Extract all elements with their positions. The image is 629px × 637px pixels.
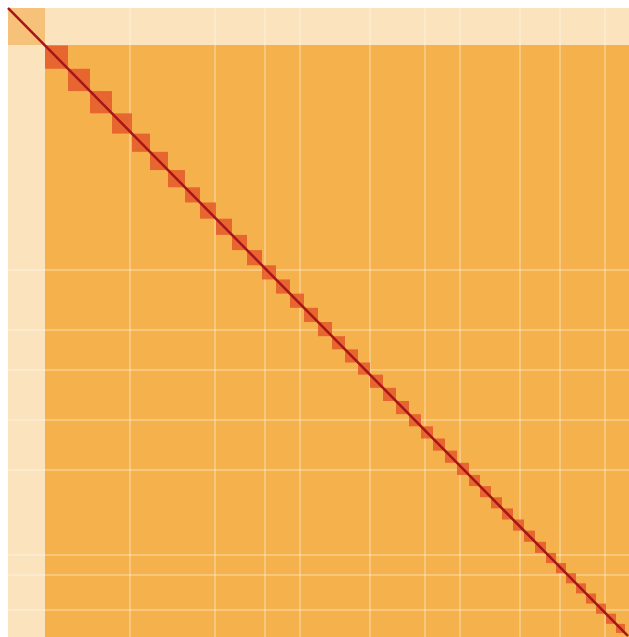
gap-lines xyxy=(8,8,629,637)
diagonal xyxy=(7,7,629,637)
